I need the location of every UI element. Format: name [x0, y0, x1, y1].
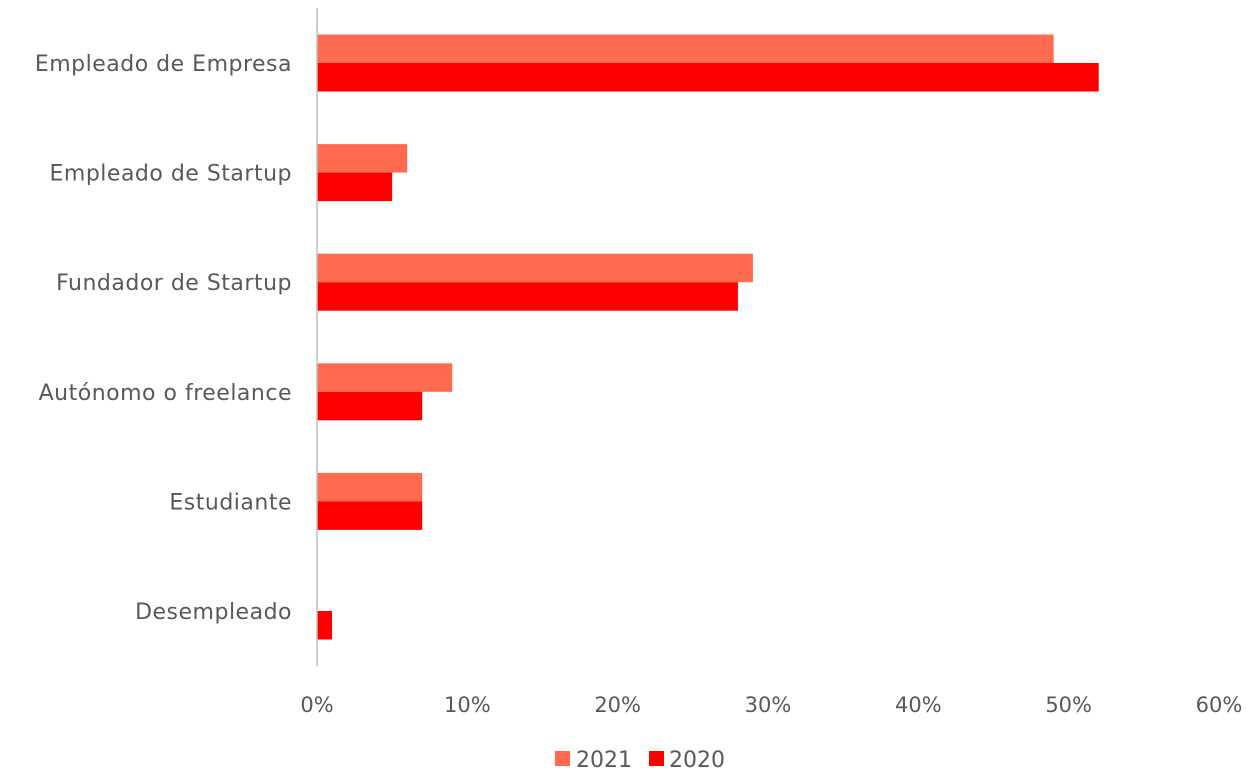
- category-label: Desempleado: [135, 600, 292, 625]
- legend-swatch-2020: [649, 751, 664, 766]
- category-label: Empleado de Empresa: [35, 52, 292, 77]
- legend-swatch-2021: [555, 751, 570, 766]
- bar-2020-5: [317, 611, 333, 640]
- bar-2021-2: [317, 253, 753, 283]
- bar-2020-2: [317, 282, 738, 311]
- x-tick-label: 10%: [444, 693, 491, 717]
- x-tick-label: 30%: [745, 693, 792, 717]
- legend: 2021 2020: [555, 748, 725, 771]
- x-tick-labels: 0% 10% 20% 30% 40% 50% 60%: [300, 693, 1242, 717]
- bar-2021-1: [317, 144, 408, 173]
- category-label: Estudiante: [169, 490, 292, 515]
- x-tick-label: 60%: [1196, 693, 1243, 717]
- bars-group: [317, 34, 1099, 640]
- bar-2020-3: [317, 391, 423, 421]
- x-tick-label: 50%: [1045, 693, 1092, 717]
- legend-label-2020: 2020: [669, 748, 725, 771]
- x-tick-label: 0%: [300, 693, 333, 717]
- bar-2021-0: [317, 34, 1054, 63]
- bar-2021-4: [317, 472, 423, 502]
- category-label: Fundador de Startup: [56, 271, 292, 296]
- bar-2020-1: [317, 172, 393, 202]
- bar-2020-0: [317, 63, 1099, 92]
- legend-label-2021: 2021: [576, 748, 632, 771]
- bar-2021-3: [317, 363, 453, 392]
- category-labels: Empleado de Empresa Empleado de Startup Fu…: [35, 52, 292, 625]
- x-tick-label: 40%: [895, 693, 942, 717]
- x-tick-label: 20%: [594, 693, 641, 717]
- bar-2020-4: [317, 501, 423, 530]
- category-label: Empleado de Startup: [50, 162, 293, 187]
- category-label: Autónomo o freelance: [39, 381, 292, 406]
